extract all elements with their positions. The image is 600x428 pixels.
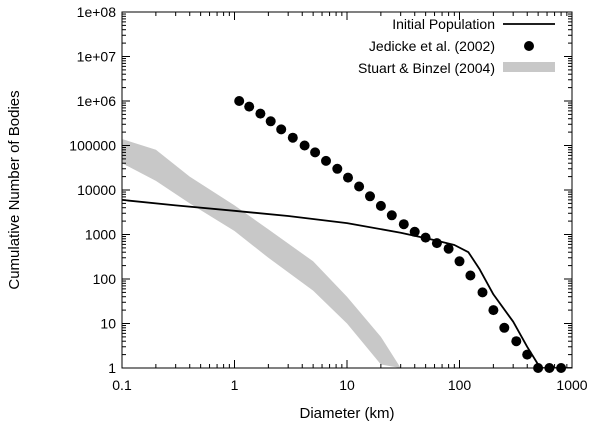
data-point-jedicke [431, 238, 442, 249]
data-point-jedicke [488, 305, 499, 316]
data-point-jedicke [465, 270, 476, 281]
x-tick-label: 0.1 [112, 377, 132, 393]
data-point-jedicke [299, 140, 310, 151]
marker-layer [234, 96, 567, 373]
data-point-jedicke [244, 101, 255, 112]
data-point-jedicke [420, 232, 431, 243]
legend: Initial Population Jedicke et al. (2002)… [358, 16, 555, 76]
data-point-jedicke [234, 96, 245, 106]
data-point-jedicke [287, 132, 298, 143]
data-point-jedicke [443, 243, 454, 254]
data-point-jedicke [398, 219, 409, 230]
legend-swatch-jedicke [524, 41, 534, 51]
y-tick-label: 1e+08 [77, 4, 117, 20]
data-point-jedicke [454, 256, 465, 267]
band-series-stuart-binzel [122, 139, 401, 368]
y-axis-label: Cumulative Number of Bodies [6, 90, 23, 289]
line-layer [122, 199, 572, 368]
legend-label-initial-population: Initial Population [392, 16, 495, 32]
data-point-jedicke [255, 108, 266, 119]
data-point-jedicke [511, 336, 522, 347]
data-point-jedicke [477, 287, 488, 298]
legend-label-jedicke: Jedicke et al. (2002) [369, 38, 495, 54]
x-tick-label: 10 [339, 377, 355, 393]
y-tick-label: 1e+06 [77, 93, 117, 109]
data-point-jedicke [375, 200, 386, 211]
y-tick-label: 1000 [85, 227, 116, 243]
legend-swatch-stuart-binzel [503, 62, 555, 72]
legend-label-stuart-binzel: Stuart & Binzel (2004) [358, 60, 495, 76]
y-tick-label: 100 [93, 271, 117, 287]
y-tick-label: 1 [108, 360, 116, 376]
data-point-jedicke [409, 226, 420, 237]
x-tick-label: 1000 [556, 377, 587, 393]
x-tick-label: 100 [448, 377, 472, 393]
data-point-jedicke [343, 172, 353, 183]
y-tick-label: 10 [100, 316, 116, 332]
y-tick-label: 1e+07 [77, 49, 117, 65]
tick-label-layer: 0.1 1 10 100 10001101001000100001000001e+061… [69, 4, 587, 393]
data-point-jedicke [276, 124, 287, 135]
line-series-initial-population [122, 199, 572, 368]
data-point-jedicke [310, 147, 321, 158]
data-point-jedicke [499, 322, 510, 333]
data-point-jedicke [522, 349, 533, 360]
data-point-jedicke [332, 163, 343, 174]
y-tick-label: 100000 [69, 138, 116, 154]
data-point-jedicke [265, 116, 276, 127]
band-layer [122, 139, 401, 368]
x-tick-label: 1 [231, 377, 239, 393]
data-point-jedicke [365, 191, 375, 202]
data-point-jedicke [386, 210, 397, 221]
x-axis-label: Diameter (km) [299, 405, 394, 422]
data-point-jedicke [354, 181, 365, 192]
data-point-jedicke [321, 155, 331, 166]
y-tick-label: 10000 [77, 182, 116, 198]
tick-layer [121, 11, 573, 369]
